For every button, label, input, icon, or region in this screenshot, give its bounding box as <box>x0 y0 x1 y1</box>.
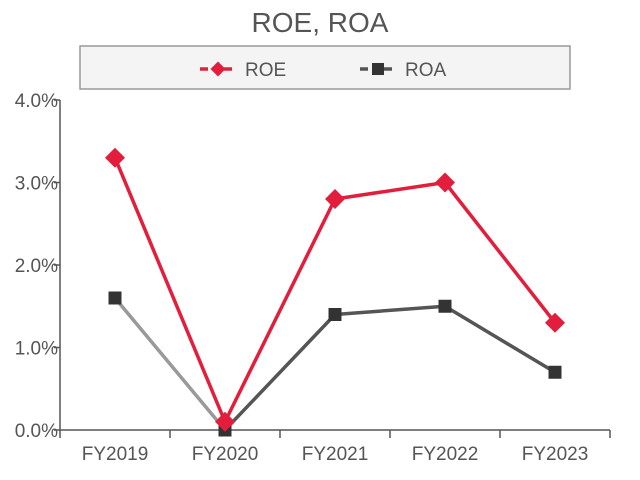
series-line-roe <box>113 156 227 424</box>
data-point-roa <box>438 299 452 313</box>
series-roa <box>108 291 562 437</box>
y-tick-label: 3.0% <box>15 174 58 195</box>
y-tick-label: 1.0% <box>15 339 58 360</box>
axes: 0.0% 1.0% 2.0% 3.0% 4.0% FY2019 FY2020 FY2021 FY… <box>15 91 611 465</box>
x-tick-label: FY2020 <box>192 444 259 465</box>
series-roe <box>105 147 565 432</box>
series-line-roe <box>333 180 447 201</box>
y-tick-label: 2.0% <box>15 256 58 277</box>
legend-box <box>79 45 571 90</box>
y-tick-label: 0.0% <box>15 421 58 442</box>
legend-label: ROA <box>405 60 447 81</box>
x-tick-label: FY2023 <box>522 444 589 465</box>
legend-entry-roa: ROA <box>360 60 447 81</box>
data-point-roa <box>548 365 562 379</box>
series-line-roe <box>443 180 557 325</box>
x-tick-label: FY2022 <box>412 444 479 465</box>
series-line-roa <box>333 304 447 317</box>
series-line-roa <box>223 312 337 432</box>
legend-label: ROE <box>245 60 286 81</box>
chart-title: ROE, ROA <box>252 7 389 38</box>
legend: ROE ROA <box>79 45 571 90</box>
legend-marker <box>210 61 226 77</box>
series-line-roe <box>223 197 337 424</box>
data-point-roe <box>105 147 125 168</box>
data-point-roa <box>108 291 122 305</box>
legend-marker <box>372 63 384 75</box>
data-point-roa <box>328 308 342 321</box>
y-tick-label: 4.0% <box>15 91 58 112</box>
data-point-roe <box>545 312 565 333</box>
x-tick-label: FY2019 <box>82 444 149 465</box>
data-point-roe <box>215 411 235 432</box>
legend-entry-roe: ROE <box>200 60 286 81</box>
x-tick-label: FY2021 <box>302 444 369 465</box>
data-point-roe <box>325 189 345 209</box>
series-line-roa <box>113 296 227 432</box>
data-point-roe <box>435 172 455 193</box>
series-line-roa <box>443 304 557 374</box>
series-layer <box>105 147 565 437</box>
